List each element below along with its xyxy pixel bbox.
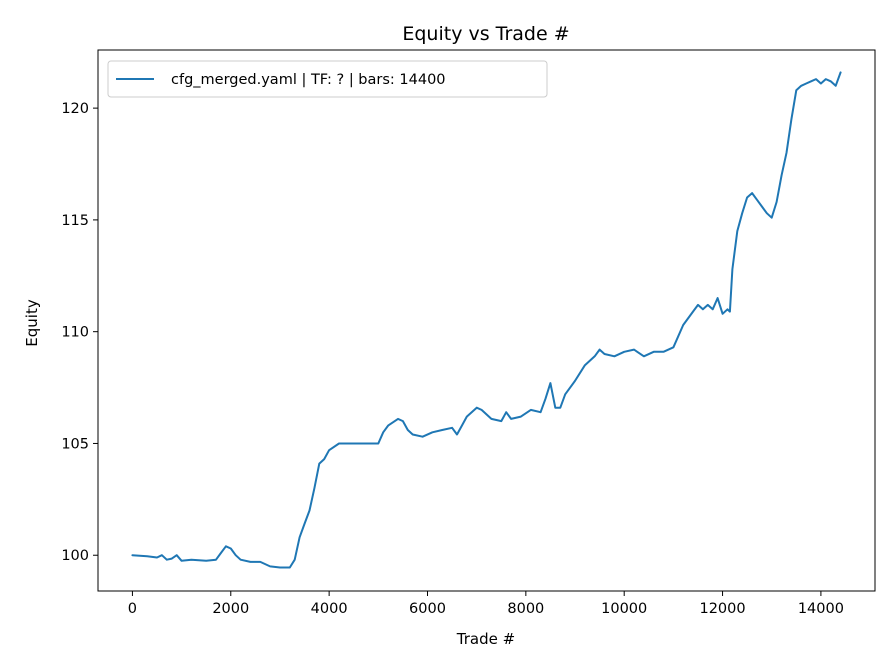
- y-axis-label: Equity: [23, 299, 41, 347]
- y-tick-label: 120: [61, 101, 89, 117]
- equity-series-line: [131, 71, 842, 569]
- x-tick-label: 8000: [507, 601, 544, 617]
- y-tick-label: 100: [61, 548, 89, 564]
- x-tick-label: 0: [128, 601, 137, 617]
- x-axis-label: Trade #: [456, 630, 515, 648]
- axis-ticks: 0 2000 4000 6000 8000 10000 12000 14000 100 105 11…: [61, 101, 844, 617]
- y-tick-label: 115: [61, 213, 89, 229]
- legend-series-label: cfg_merged.yaml | TF: ? | bars: 14400: [171, 72, 446, 88]
- x-tick-label: 4000: [311, 601, 348, 617]
- x-tick-label: 6000: [409, 601, 446, 617]
- x-tick-label: 2000: [212, 601, 249, 617]
- y-tick-label: 110: [61, 325, 89, 341]
- legend: cfg_merged.yaml | TF: ? | bars: 14400: [107, 60, 548, 98]
- x-tick-label: 12000: [699, 601, 745, 617]
- y-tick-label: 105: [61, 436, 89, 452]
- chart-title: Equity vs Trade #: [402, 23, 569, 45]
- x-tick-label: 10000: [601, 601, 647, 617]
- x-tick-label: 14000: [798, 601, 844, 617]
- legend-box: [107, 60, 548, 98]
- plot-area-frame: [97, 49, 876, 592]
